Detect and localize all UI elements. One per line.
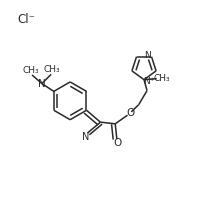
Text: CH₃: CH₃ xyxy=(154,73,170,83)
Text: CH₃: CH₃ xyxy=(44,65,61,74)
Text: N: N xyxy=(82,132,90,141)
Text: N: N xyxy=(38,79,46,89)
Text: N⁺: N⁺ xyxy=(143,77,154,86)
Text: N: N xyxy=(144,51,151,60)
Text: O: O xyxy=(113,138,122,148)
Text: O: O xyxy=(126,108,135,118)
Text: CH₃: CH₃ xyxy=(23,66,39,75)
Text: Cl⁻: Cl⁻ xyxy=(17,13,35,26)
